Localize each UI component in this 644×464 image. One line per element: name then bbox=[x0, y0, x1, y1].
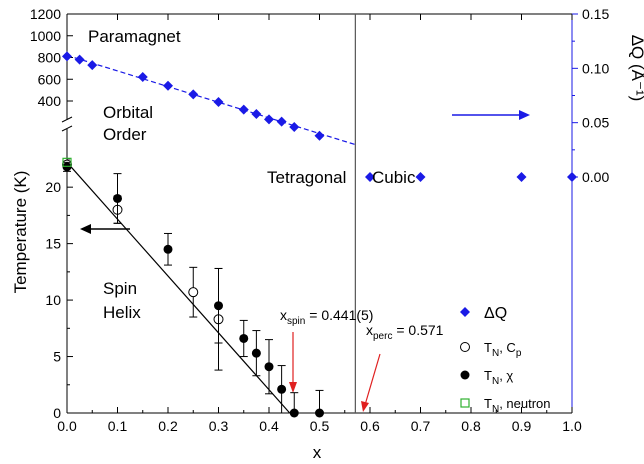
xperc-annotation: xperc = 0.571 bbox=[366, 322, 444, 342]
dq-point bbox=[289, 122, 300, 133]
legend-dq-label: ΔQ bbox=[484, 305, 507, 322]
legend-neutron-label: TN, neutron bbox=[484, 396, 551, 415]
dq-point bbox=[74, 54, 85, 65]
dq-point bbox=[264, 114, 274, 125]
plot-layer: 0.0 0.1 0.2 0.3 0.4 0.5 0.6 0.7 0.8 0.9 1.0 0 5 10 15 2… bbox=[30, 6, 610, 434]
y-right-tick-label: 0.10 bbox=[582, 60, 609, 76]
x-tick-label: 0.3 bbox=[209, 418, 229, 434]
chi-point bbox=[264, 362, 274, 372]
dq-point bbox=[213, 97, 224, 108]
chi-point bbox=[277, 384, 287, 394]
x-tick-label: 0.0 bbox=[57, 418, 77, 434]
xspin-annotation: xspin = 0.441(5) bbox=[280, 307, 373, 327]
cubic-label: Cubic bbox=[372, 168, 416, 187]
dq-point bbox=[314, 130, 325, 141]
dq-point bbox=[238, 104, 249, 115]
y-left-tick-label: 15 bbox=[45, 236, 61, 252]
legend-neutron-marker bbox=[460, 398, 470, 408]
orbital-label: Orbital bbox=[103, 103, 153, 122]
dq-fit-dashed-line bbox=[66, 54, 356, 146]
y-left-axis-title: Temperature (K) bbox=[11, 171, 30, 294]
x-tick-label: 0.4 bbox=[259, 418, 279, 434]
dq-point bbox=[137, 72, 148, 83]
chi-point bbox=[214, 301, 223, 311]
y-left-upper-tick-label: 1000 bbox=[30, 28, 61, 44]
dq-point bbox=[415, 172, 426, 182]
axis-break-mark bbox=[61, 116, 73, 123]
x-tick-label: 0.7 bbox=[411, 418, 431, 434]
dq-point bbox=[163, 80, 173, 91]
y-left-tick-label: 10 bbox=[45, 292, 61, 308]
x-tick-label: 0.6 bbox=[360, 418, 380, 434]
neutron-point bbox=[62, 157, 72, 167]
spin-label: Spin bbox=[103, 279, 137, 298]
helix-label: Helix bbox=[103, 303, 141, 322]
x-tick-label: 1.0 bbox=[562, 418, 582, 434]
x-axis-title: x bbox=[313, 443, 322, 462]
x-tick-label: 0.8 bbox=[461, 418, 481, 434]
dq-point bbox=[188, 89, 199, 100]
legend-cp-label: TN, Cp bbox=[484, 340, 522, 359]
legend-chi-marker bbox=[460, 370, 470, 380]
text-layer: x Temperature (K) ΔQ (Å⁻¹) Paramagnet Or… bbox=[11, 27, 644, 462]
dq-point bbox=[276, 116, 287, 127]
xperc-arrow-line bbox=[364, 353, 381, 406]
dq-point bbox=[516, 172, 527, 182]
right-axis-arrowhead bbox=[519, 110, 530, 120]
chi-point bbox=[289, 408, 299, 418]
tetragonal-label: Tetragonal bbox=[267, 168, 346, 187]
left-axis-arrowhead bbox=[80, 224, 91, 234]
xperc-arrowhead bbox=[361, 401, 369, 412]
y-left-upper-tick-label: 800 bbox=[38, 50, 62, 66]
y-left-tick-label: 20 bbox=[45, 179, 61, 195]
y-right-axis-title: ΔQ (Å⁻¹) bbox=[628, 35, 644, 102]
axis-break-mark bbox=[61, 125, 73, 132]
chi-point bbox=[163, 244, 173, 254]
tn-fit-line bbox=[66, 161, 291, 414]
dq-point bbox=[62, 51, 72, 62]
x-tick-label: 0.9 bbox=[512, 418, 532, 434]
x-tick-label: 0.5 bbox=[310, 418, 330, 434]
paramagnet-label: Paramagnet bbox=[88, 27, 181, 46]
y-right-tick-label: 0.00 bbox=[582, 169, 609, 185]
dq-point bbox=[251, 108, 262, 119]
dq-point bbox=[567, 172, 577, 182]
cp-point bbox=[188, 287, 199, 298]
xspin-arrowhead bbox=[289, 382, 297, 393]
y-left-tick-label: 0 bbox=[53, 405, 61, 421]
y-right-tick-label: 0.05 bbox=[582, 115, 609, 131]
x-tick-label: 0.2 bbox=[158, 418, 178, 434]
chi-point bbox=[251, 348, 261, 358]
y-right-tick-label: 0.15 bbox=[582, 6, 609, 22]
y-left-upper-tick-label: 1200 bbox=[30, 6, 61, 22]
dq-point bbox=[365, 172, 375, 182]
chi-point bbox=[239, 333, 249, 343]
x-tick-label: 0.1 bbox=[108, 418, 128, 434]
chi-point bbox=[315, 408, 324, 418]
legend-cp-marker bbox=[460, 342, 470, 352]
y-left-upper-tick-label: 400 bbox=[38, 93, 62, 109]
y-left-upper-tick-label: 600 bbox=[38, 71, 62, 87]
chi-point bbox=[113, 193, 122, 203]
dq-point bbox=[87, 60, 98, 71]
legend-chi-label: TN, χ bbox=[484, 368, 513, 387]
order-label: Order bbox=[103, 125, 147, 144]
legend-dq-marker bbox=[460, 307, 470, 317]
y-left-tick-label: 5 bbox=[53, 349, 61, 365]
